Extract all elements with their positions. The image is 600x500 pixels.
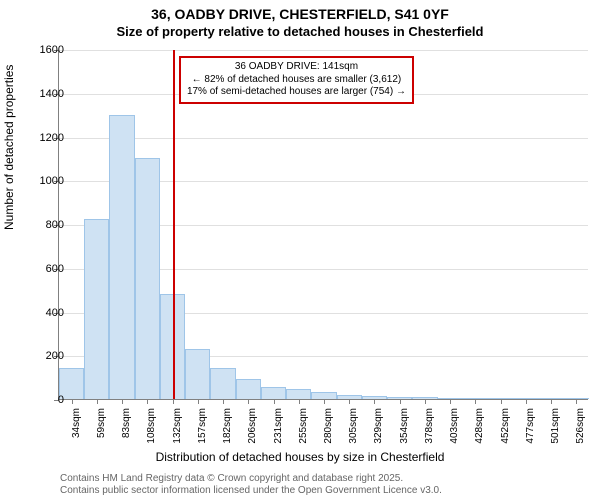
xtick-label: 280sqm — [323, 408, 334, 458]
xtick-label: 34sqm — [71, 408, 82, 458]
chart-title-address: 36, OADBY DRIVE, CHESTERFIELD, S41 0YF — [0, 6, 600, 22]
ytick-label: 1000 — [24, 175, 64, 187]
annotation-line1: 36 OADBY DRIVE: 141sqm — [187, 61, 406, 74]
histogram-bar — [109, 115, 134, 399]
chart-title-desc: Size of property relative to detached ho… — [0, 24, 600, 39]
footer-licence: Contains public sector information licen… — [60, 485, 442, 496]
xtick-label: 108sqm — [146, 408, 157, 458]
xtick-label: 354sqm — [399, 408, 410, 458]
xtick-label: 378sqm — [424, 408, 435, 458]
ytick-label: 800 — [24, 219, 64, 231]
xtick-label: 501sqm — [550, 408, 561, 458]
xtick-label: 403sqm — [449, 408, 460, 458]
xtick-label: 83sqm — [121, 408, 132, 458]
histogram-bar — [286, 389, 311, 399]
histogram-bar — [236, 379, 261, 399]
xtick-label: 255sqm — [298, 408, 309, 458]
histogram-bar — [84, 219, 109, 399]
annotation-box: 36 OADBY DRIVE: 141sqm← 82% of detached … — [179, 56, 414, 104]
xtick-label: 132sqm — [172, 408, 183, 458]
ytick-label: 1200 — [24, 132, 64, 144]
xtick-label: 526sqm — [575, 408, 586, 458]
xtick-label: 428sqm — [474, 408, 485, 458]
ytick-label: 1600 — [24, 44, 64, 56]
ytick-label: 1400 — [24, 88, 64, 100]
annotation-line3: 17% of semi-detached houses are larger (… — [187, 86, 406, 99]
xtick-label: 59sqm — [96, 408, 107, 458]
ytick-label: 400 — [24, 307, 64, 319]
xtick-label: 477sqm — [525, 408, 536, 458]
footer-copyright: Contains HM Land Registry data © Crown c… — [60, 473, 403, 484]
property-marker-line — [173, 50, 175, 399]
histogram-bar — [185, 349, 210, 399]
xtick-label: 329sqm — [373, 408, 384, 458]
annotation-line2: ← 82% of detached houses are smaller (3,… — [187, 74, 406, 87]
xtick-label: 231sqm — [273, 408, 284, 458]
plot-area: 36 OADBY DRIVE: 141sqm← 82% of detached … — [58, 50, 588, 400]
y-axis-label: Number of detached properties — [2, 65, 16, 230]
histogram-bar — [135, 158, 160, 399]
xtick-label: 157sqm — [197, 408, 208, 458]
ytick-label: 600 — [24, 263, 64, 275]
xtick-label: 305sqm — [348, 408, 359, 458]
xtick-label: 206sqm — [247, 408, 258, 458]
histogram-bar — [261, 387, 286, 399]
xtick-label: 452sqm — [500, 408, 511, 458]
ytick-label: 200 — [24, 350, 64, 362]
histogram-bar — [210, 368, 235, 399]
xtick-label: 182sqm — [222, 408, 233, 458]
ytick-label: 0 — [24, 394, 64, 406]
